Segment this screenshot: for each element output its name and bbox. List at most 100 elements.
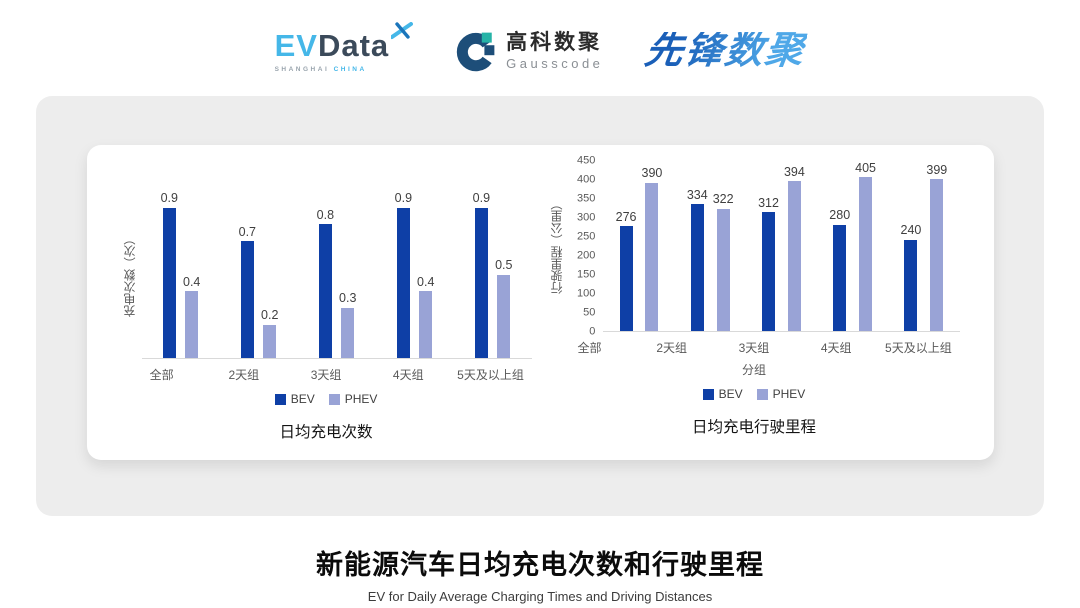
y-axis-title: 充电次数（次） — [122, 233, 137, 317]
bar-value-label: 334 — [686, 187, 708, 202]
bar-wrap: 394 — [784, 166, 805, 331]
footer: 新能源汽车日均充电次数和行驶里程 EV for Daily Average Ch… — [0, 543, 1080, 604]
bar-bev — [619, 226, 633, 331]
gausscode-g-icon — [457, 32, 495, 72]
x-axis-labels: 全部 2天组 3天组 4天组 5天及以上组 — [121, 359, 532, 383]
gausscode-text: 高科数聚 Gausscode — [506, 31, 603, 70]
bar-phev — [497, 274, 511, 358]
bar-group: 0.7 0.2 — [220, 191, 298, 358]
chart-body: 行驶里程（公里） 0 50 100 150 200 250 300 350 400 450 276… — [548, 155, 960, 337]
bar-group: 0.9 0.4 — [376, 191, 454, 358]
bar-group: 334 322 — [675, 160, 746, 331]
bar-value-label: 0.5 — [495, 258, 513, 272]
legend-item: BEV — [702, 387, 743, 401]
legend-label: PHEV — [344, 392, 378, 406]
category-label: 3天组 — [310, 368, 342, 382]
category-label: 4天组 — [392, 368, 424, 382]
evdata-shanghai-text: SHANGHAI — [274, 65, 330, 73]
bar-phev — [263, 324, 277, 358]
main-title: 新能源汽车日均充电次数和行驶里程 — [316, 550, 764, 580]
bar-wrap: 405 — [855, 162, 876, 331]
y-tick-label: 250 — [577, 230, 596, 243]
y-axis-title: 行驶里程（公里） — [550, 198, 565, 294]
logo-bar: EV Data SHANGHAI CHINA 高科数聚 Gausscode 先锋数… — [0, 0, 1080, 96]
bar-wrap: 0.8 — [317, 209, 334, 358]
category-label: 2天组 — [228, 368, 260, 382]
y-tick-label: 50 — [583, 306, 596, 319]
bar-phev — [930, 179, 944, 331]
bar-value-label: 312 — [758, 195, 779, 210]
bar-wrap: 0.4 — [183, 276, 200, 358]
bar-value-label: 280 — [829, 208, 851, 223]
category-label: 5天及以上组 — [885, 341, 952, 355]
y-tick-label: 100 — [577, 287, 596, 300]
legend-item: PHEV — [756, 387, 806, 401]
evdata-ev-text: EV — [274, 27, 318, 63]
legend-label: BEV — [290, 392, 315, 406]
bar-wrap: 240 — [900, 223, 922, 331]
bar-wrap: 390 — [641, 166, 663, 331]
y-tick-label: 350 — [577, 192, 596, 205]
bar-value-label: 0.4 — [183, 274, 201, 289]
bar-value-label: 390 — [641, 166, 663, 181]
legend-swatch-bev — [274, 393, 286, 405]
y-tick-label: 0 — [589, 325, 596, 338]
category-label: 全部 — [577, 341, 602, 355]
category-label: 全部 — [149, 368, 174, 382]
bar-wrap: 0.9 — [473, 192, 490, 358]
y-tick-label: 400 — [577, 173, 596, 186]
category-label: 4天组 — [820, 341, 852, 355]
bar-group: 0.9 0.5 — [454, 191, 532, 358]
chart-daily-driving-distance: 行驶里程（公里） 0 50 100 150 200 250 300 350 400 450 276… — [548, 145, 960, 460]
bar-value-label: 0.9 — [472, 191, 491, 206]
category-label: 2天组 — [656, 341, 688, 355]
bar-bev — [318, 224, 332, 358]
bar-value-label: 394 — [783, 164, 805, 179]
bar-bev — [690, 204, 704, 331]
bar-phev — [787, 181, 801, 331]
bar-value-label: 405 — [855, 160, 877, 175]
bar-group: 0.8 0.3 — [298, 191, 376, 358]
bar-wrap: 0.5 — [495, 259, 512, 358]
bar-value-label: 0.7 — [238, 224, 257, 239]
bar-value-label: 0.3 — [339, 291, 357, 306]
bar-wrap: 0.9 — [395, 192, 412, 358]
y-tick-label: 150 — [577, 268, 596, 281]
bar-bev — [240, 241, 254, 358]
bar-wrap: 334 — [687, 189, 708, 331]
bar-value-label: 240 — [900, 223, 922, 238]
x-axis-labels: 全部 2天组 3天组 4天组 5天及以上组 — [548, 332, 959, 356]
legend: BEV PHEV — [121, 392, 532, 406]
legend-item: PHEV — [328, 392, 378, 406]
bar-bev — [474, 207, 488, 358]
chart-body: 充电次数（次） 0.9 0.4 0.7 0.2 0.8 0.3 0.9 0.4 0.9 0.5 — [121, 191, 532, 359]
bar-wrap: 0.7 — [239, 226, 256, 358]
bar-group: 276 390 — [603, 160, 674, 331]
plot: 0.9 0.4 0.7 0.2 0.8 0.3 0.9 0.4 0.9 0.5 — [141, 191, 532, 359]
chart-title: 日均充电行驶里程 — [691, 419, 816, 436]
y-tick-label: 300 — [577, 211, 596, 224]
bar-phev — [419, 291, 433, 358]
bar-bev — [904, 239, 918, 331]
bar-wrap: 322 — [713, 193, 734, 331]
bar-wrap: 312 — [758, 197, 779, 331]
legend: BEV PHEV — [548, 387, 959, 401]
category-label: 3天组 — [738, 341, 770, 355]
bar-bev — [396, 207, 410, 358]
legend-label: PHEV — [772, 387, 806, 401]
gausscode-cn-text: 高科数聚 — [506, 31, 603, 55]
legend-swatch-bev — [702, 388, 714, 400]
bar-wrap: 276 — [616, 211, 637, 331]
legend-swatch-phev — [756, 388, 768, 400]
bar-bev — [162, 207, 176, 358]
bar-wrap: 0.3 — [339, 292, 356, 358]
bar-group: 0.9 0.4 — [142, 191, 220, 358]
bar-phev — [716, 208, 730, 331]
bar-phev — [859, 177, 873, 331]
plot: 276 390 334 322 312 394 280 405 240 399 — [603, 160, 960, 332]
bar-value-label: 0.9 — [160, 191, 178, 206]
legend-label: BEV — [718, 387, 743, 401]
bar-value-label: 399 — [926, 162, 948, 177]
bar-phev — [645, 182, 659, 331]
bar-group: 280 405 — [817, 160, 888, 331]
